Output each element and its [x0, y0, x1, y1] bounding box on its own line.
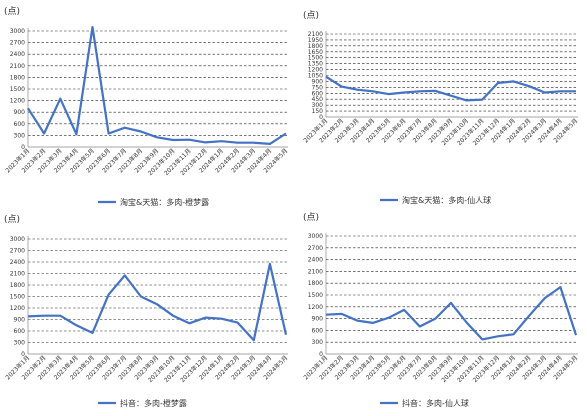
chart-panel-2: (点) 0150300450600750900105012001350150016… — [302, 10, 580, 205]
series-line — [27, 262, 288, 342]
y-tick-label: 900 — [14, 109, 26, 116]
y-tick-label: 300 — [14, 340, 26, 347]
y-tick-label: 750 — [312, 84, 324, 91]
legend-label: 抖音：多肉-仙人球 — [402, 398, 469, 408]
y-tick-label: 1050 — [308, 73, 323, 80]
y-tick-label: 1800 — [308, 43, 323, 50]
chart-panel-1: (点) 0 300 600 900 1200 1500 1800 2100 2400 2700 300… — [4, 6, 290, 207]
y-tick-label: 1200 — [10, 98, 25, 105]
y-tick-label: 1650 — [308, 49, 323, 56]
y-tick-label: 3000 — [308, 233, 323, 240]
y-tick-label: 1200 — [308, 67, 323, 74]
y-tick-label: 2700 — [10, 248, 25, 255]
y-tick-label: 150 — [312, 108, 324, 115]
y-tick-label: 2100 — [308, 31, 323, 38]
y-tick-label: 0 — [21, 351, 25, 358]
y-tick-label: 3000 — [10, 236, 25, 243]
y-tick-label: 1800 — [10, 282, 25, 289]
y-tick-label: 1800 — [308, 280, 323, 287]
y-tick-label: 600 — [14, 121, 26, 128]
series-line — [325, 75, 576, 102]
y-tick-label: 0 — [21, 144, 25, 151]
unit-label: (点) — [4, 214, 20, 225]
y-tick-label: 2400 — [308, 257, 323, 264]
y-tick-label: 2700 — [308, 245, 323, 252]
y-tick-label: 1500 — [308, 292, 323, 299]
y-tick-label: 1500 — [10, 86, 25, 93]
y-tick-label: 300 — [14, 132, 26, 139]
y-tick-label: 600 — [312, 90, 324, 97]
unit-label: (点) — [303, 10, 319, 21]
y-tick-label: 2100 — [10, 271, 25, 278]
y-tick-label: 0 — [319, 351, 323, 358]
series-line — [27, 26, 287, 145]
y-tick-label: 600 — [14, 328, 26, 335]
y-tick-label: 2400 — [10, 259, 25, 266]
y-tick-label: 2700 — [10, 40, 25, 47]
y-tick-label: 3000 — [10, 28, 25, 35]
y-tick-label: 300 — [312, 102, 324, 109]
legend-label: 抖音：多肉-橙梦露 — [120, 398, 187, 408]
y-tick-label: 2100 — [308, 268, 323, 275]
unit-label: (点) — [4, 6, 20, 17]
series-line — [325, 286, 578, 341]
y-tick-label: 2100 — [10, 63, 25, 70]
legend-label: 淘宝&天猫：多肉-橙梦露 — [120, 197, 209, 207]
y-tick-label: 900 — [312, 316, 324, 323]
y-tick-label: 1800 — [10, 74, 25, 81]
chart-panel-4: (点) 0 300 600 900 1200 1500 1800 2100 2400 2700 300… — [302, 212, 580, 408]
y-tick-label: 900 — [312, 78, 324, 85]
y-tick-label: 1200 — [10, 305, 25, 312]
y-tick-label: 1350 — [308, 61, 323, 68]
y-tick-label: 1500 — [10, 294, 25, 301]
y-tick-label: 600 — [312, 327, 324, 334]
legend-label: 淘宝&天猫：多肉-仙人球 — [402, 195, 491, 205]
chart-panel-3: (点) 0 300 600 900 1200 1500 1800 2100 2400 2700 300… — [4, 214, 290, 408]
unit-label: (点) — [303, 212, 319, 223]
y-tick-label: 450 — [312, 96, 324, 103]
y-tick-label: 2400 — [10, 51, 25, 58]
y-tick-label: 900 — [14, 317, 26, 324]
y-tick-label: 1500 — [308, 55, 323, 62]
y-tick-label: 0 — [319, 114, 323, 121]
y-tick-label: 1950 — [308, 37, 323, 44]
y-tick-label: 1200 — [308, 304, 323, 311]
y-tick-label: 300 — [312, 339, 324, 346]
